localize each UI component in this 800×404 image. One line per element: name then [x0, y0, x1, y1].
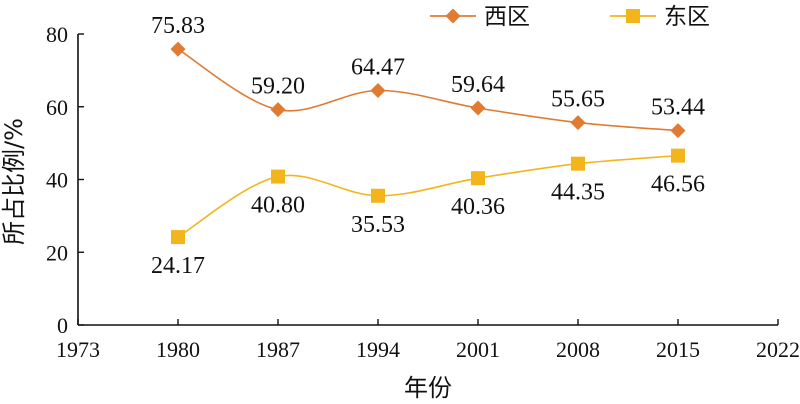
legend-label: 东区: [664, 4, 710, 30]
data-point-diamond: [370, 82, 386, 98]
axes: 0 20 40 60 80 1973 1980 1987 1994 2001 2008 2015 202…: [46, 22, 800, 362]
x-tick-label: 1994: [356, 337, 400, 362]
x-tick-label: 1987: [256, 337, 300, 362]
data-label: 75.83: [151, 13, 205, 39]
data-label: 59.64: [451, 72, 505, 98]
data-label: 40.36: [451, 194, 505, 220]
data-point-diamond: [670, 123, 686, 139]
data-label: 53.44: [651, 95, 705, 121]
data-label: 64.47: [351, 54, 405, 80]
y-axis-title: 所占比例/%: [0, 118, 28, 245]
x-tick-label: 2001: [456, 337, 500, 362]
data-point-diamond: [570, 115, 586, 131]
data-label: 24.17: [151, 253, 205, 279]
y-tick-label: 60: [46, 95, 68, 120]
data-label: 46.56: [651, 172, 705, 198]
series-line: [177, 48, 679, 132]
legend-item-east: 东区: [610, 4, 710, 30]
x-tick-label: 1980: [156, 337, 200, 362]
y-tick-label: 80: [46, 22, 68, 47]
legend: 西区 东区: [430, 4, 710, 30]
x-axis-title: 年份: [404, 374, 452, 402]
data-point-square: [471, 171, 485, 186]
y-tick-label: 20: [46, 240, 68, 265]
y-tick-label: 40: [46, 168, 68, 193]
y-tick-label: 0: [57, 313, 68, 338]
data-label: 59.20: [251, 74, 305, 100]
data-point-square: [371, 188, 385, 203]
data-label: 55.65: [551, 87, 605, 113]
legend-label: 西区: [484, 4, 530, 30]
data-point-square: [571, 156, 585, 171]
legend-diamond-marker: [445, 8, 461, 24]
x-tick-label: 2015: [656, 337, 700, 362]
data-point-square: [671, 148, 685, 163]
data-point-diamond: [470, 100, 486, 116]
series-line: [177, 154, 679, 238]
legend-item-west: 西区: [430, 4, 530, 30]
legend-square-marker: [626, 9, 640, 23]
x-tick-label: 1973: [56, 337, 100, 362]
data-point-square: [271, 169, 285, 184]
series-west: 75.83 59.20 64.47 59.64 55.65 53.44: [151, 13, 705, 139]
x-tick-label: 2022: [756, 337, 800, 362]
data-label: 44.35: [551, 180, 605, 206]
data-point-square: [171, 230, 185, 245]
plot-area: 75.83 59.20 64.47 59.64 55.65 53.44 24.17 40.80…: [151, 13, 705, 279]
x-tick-label: 2008: [556, 337, 600, 362]
data-point-diamond: [270, 102, 286, 118]
series-east: 24.17 40.80 35.53 40.36 44.35 46.56: [151, 148, 705, 279]
data-label: 40.80: [251, 193, 305, 219]
data-label: 35.53: [351, 212, 405, 238]
data-point-diamond: [170, 41, 186, 57]
